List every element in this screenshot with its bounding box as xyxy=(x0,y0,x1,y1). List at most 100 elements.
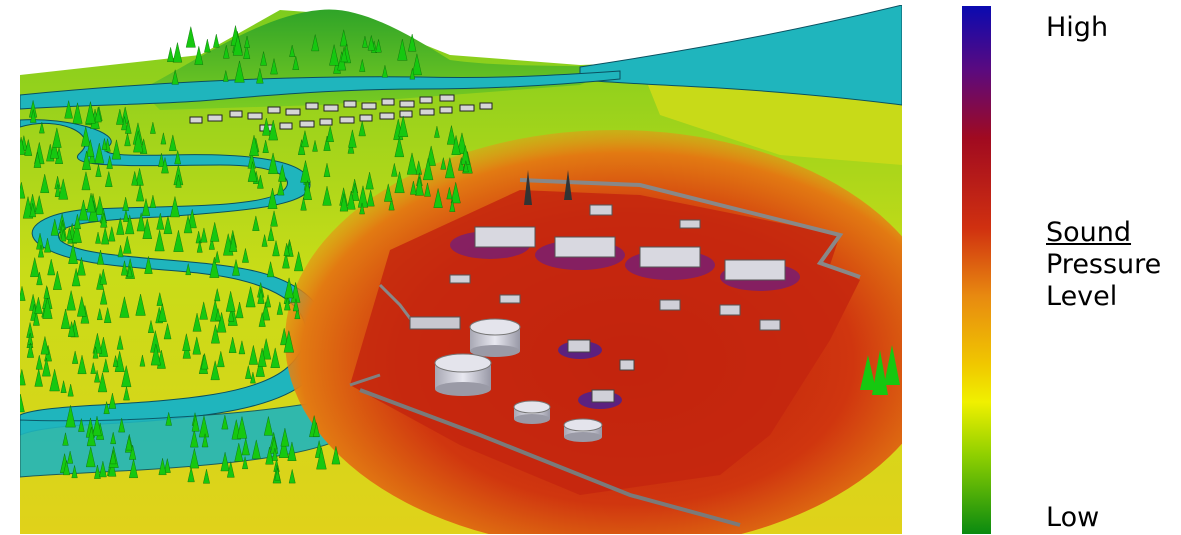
tree xyxy=(34,195,44,215)
tree xyxy=(86,139,95,157)
tree xyxy=(261,301,271,321)
tree xyxy=(323,135,331,151)
tree xyxy=(49,139,59,159)
tree xyxy=(247,161,258,182)
tree xyxy=(67,321,76,337)
tree xyxy=(135,168,144,186)
tree xyxy=(40,336,50,355)
legend-title-pressure: Pressure xyxy=(1046,249,1162,280)
tree xyxy=(228,336,237,353)
tree xyxy=(85,446,96,468)
tree xyxy=(109,450,117,465)
tank-large-1 xyxy=(469,318,521,357)
tree xyxy=(446,187,453,200)
tree xyxy=(348,129,357,148)
tree xyxy=(252,215,260,231)
tree xyxy=(242,248,249,263)
tree xyxy=(95,196,105,215)
tree xyxy=(65,405,76,428)
legend-high-label: High xyxy=(1046,12,1109,43)
tree xyxy=(280,428,290,447)
tree xyxy=(359,202,365,215)
tree xyxy=(433,188,443,208)
tree xyxy=(210,222,220,242)
tree xyxy=(72,350,79,364)
tree xyxy=(102,358,110,373)
tree xyxy=(268,152,279,174)
tree xyxy=(111,139,122,160)
fence-west xyxy=(349,373,381,387)
tree xyxy=(192,313,202,332)
tree xyxy=(270,58,278,75)
tree xyxy=(394,171,405,193)
tree xyxy=(270,210,278,227)
tree xyxy=(198,415,210,438)
tree xyxy=(92,346,99,359)
tree xyxy=(274,468,281,481)
noise-map-scene xyxy=(20,5,902,534)
tree xyxy=(142,218,153,239)
tree xyxy=(424,182,431,197)
tree xyxy=(234,443,244,462)
tree xyxy=(359,59,366,72)
tree xyxy=(216,312,227,333)
tree xyxy=(149,195,157,208)
legend-title-sound: Sound xyxy=(1046,217,1132,248)
tree xyxy=(262,118,271,136)
storage-tanks xyxy=(434,318,603,442)
tree xyxy=(71,221,82,243)
tree xyxy=(116,217,125,235)
tree xyxy=(292,298,300,312)
tree xyxy=(78,199,89,221)
tree xyxy=(194,46,204,65)
tree xyxy=(284,297,291,311)
tree xyxy=(260,51,267,66)
tree xyxy=(217,351,225,368)
tree xyxy=(265,446,274,465)
tree xyxy=(92,416,102,437)
tree xyxy=(154,230,165,252)
tree xyxy=(297,139,306,155)
tree xyxy=(161,157,169,174)
tree xyxy=(276,301,283,315)
tree xyxy=(280,328,289,346)
tree xyxy=(90,362,97,374)
tree xyxy=(262,140,269,153)
tree xyxy=(278,436,289,458)
tank-small-1 xyxy=(513,400,551,424)
tree xyxy=(110,432,117,445)
tree xyxy=(32,311,40,326)
tree xyxy=(322,186,332,206)
tree xyxy=(261,338,272,360)
tree xyxy=(229,234,238,252)
legend-title-level: Level xyxy=(1046,281,1118,312)
tree xyxy=(156,292,163,306)
tree xyxy=(287,441,297,461)
tree xyxy=(124,132,131,147)
tree xyxy=(105,171,113,187)
tree xyxy=(68,243,78,264)
tree xyxy=(235,301,244,319)
tree xyxy=(367,35,375,51)
tree xyxy=(243,44,251,59)
tree xyxy=(117,245,124,258)
tree xyxy=(245,286,256,308)
tree xyxy=(250,372,256,384)
tree xyxy=(301,130,309,148)
tree xyxy=(264,294,272,308)
town xyxy=(189,94,493,132)
tree xyxy=(284,277,294,299)
tree xyxy=(388,198,395,211)
tree xyxy=(422,158,434,181)
tree xyxy=(44,238,51,253)
tree xyxy=(97,249,105,265)
tree xyxy=(171,69,179,85)
tree xyxy=(294,307,301,320)
tree xyxy=(311,34,320,52)
tree xyxy=(136,184,145,202)
tree xyxy=(199,301,208,320)
tree xyxy=(227,308,235,322)
tree xyxy=(73,214,81,230)
tree xyxy=(272,240,280,257)
tree xyxy=(451,135,461,155)
